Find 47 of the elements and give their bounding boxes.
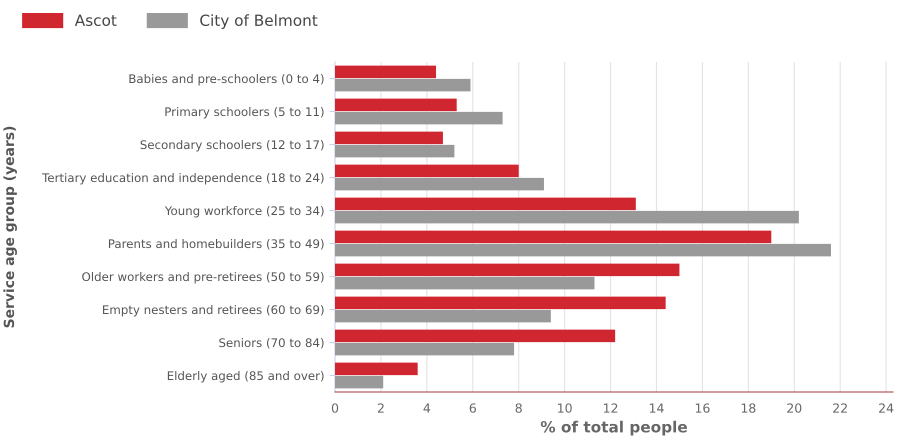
x-tick-label: 24	[879, 403, 894, 413]
x-tick-label: 14	[650, 403, 664, 413]
y-tick-label: Secondary schoolers (12 to 17)	[140, 140, 324, 152]
bar	[335, 230, 772, 244]
bar	[335, 330, 616, 342]
bar	[335, 198, 636, 210]
y-tick-label: Primary schoolers (5 to 11)	[165, 107, 324, 118]
bar	[335, 132, 443, 144]
y-tick-label: Tertiary education and independence (18 to 24)	[42, 173, 324, 184]
legend-label: Ascot	[74, 14, 117, 26]
bar	[335, 376, 384, 388]
bar	[335, 244, 831, 256]
bar	[335, 98, 457, 112]
x-tick-label: 22	[833, 403, 847, 413]
x-tick-label: 18	[742, 403, 756, 413]
legend-label: City of Belmont	[200, 14, 318, 29]
bar	[335, 178, 544, 190]
bar	[335, 362, 418, 376]
bar	[335, 310, 551, 322]
bar	[335, 66, 436, 78]
y-tick-label: Elderly aged (85 and over)	[168, 371, 324, 382]
x-tick-label: 12	[604, 403, 618, 413]
x-tick-label: 10	[558, 403, 572, 413]
bar	[335, 164, 519, 178]
bar	[335, 276, 594, 290]
x-tick-label: 6	[470, 403, 476, 413]
x-tick-label: 2	[378, 403, 384, 413]
x-tick-label: 8	[516, 403, 522, 413]
y-tick-label: Parents and homebuilders (35 to 49)	[108, 239, 324, 250]
x-tick-label: 20	[787, 403, 802, 413]
bar	[335, 112, 503, 124]
y-tick-label: Young workforce (25 to 34)	[164, 206, 324, 218]
bar	[335, 342, 514, 356]
bar	[335, 210, 799, 224]
y-tick-label: Seniors (70 to 84)	[219, 338, 324, 349]
x-tick-label: 4	[423, 403, 430, 413]
bar	[335, 144, 454, 158]
x-tick-label: 16	[696, 403, 710, 413]
y-tick-label: Empty nesters and retirees (60 to 69)	[103, 305, 324, 316]
y-axis-title: Service age group (years)	[3, 126, 17, 328]
y-tick-label: Babies and pre-schoolers (0 to 4)	[129, 74, 324, 86]
x-tick-label: 0	[332, 403, 338, 413]
bar	[335, 264, 680, 276]
y-tick-label: Older workers and pre-retirees (50 to 59)	[82, 272, 324, 284]
x-axis-title: % of total people	[540, 420, 687, 436]
bar	[335, 78, 470, 92]
bar	[335, 296, 666, 310]
